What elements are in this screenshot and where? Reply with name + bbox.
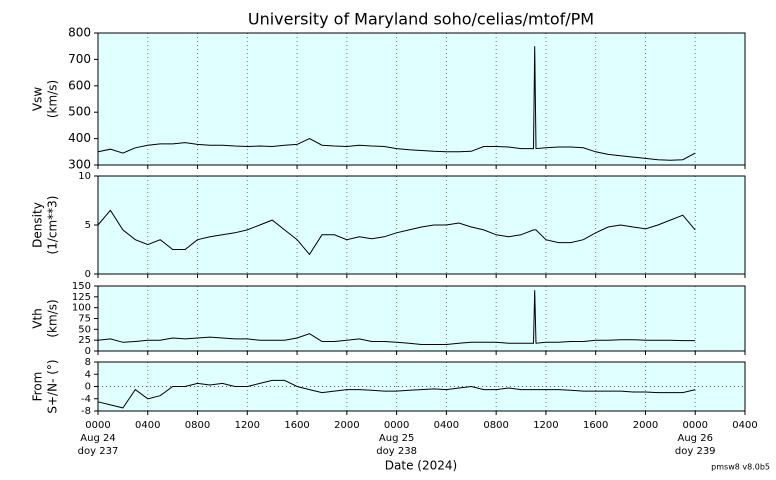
date-label: Aug 24 (80, 433, 115, 444)
x-tick-label: 2000 (334, 420, 359, 431)
y-axis-label: (km/s) (46, 80, 60, 118)
plot-frame (97, 175, 746, 275)
plot-background (98, 362, 745, 411)
date-label: doy 239 (675, 446, 716, 457)
x-tick-label: 1200 (533, 420, 558, 431)
date-label: doy 237 (78, 446, 119, 457)
x-tick-label: 0000 (683, 420, 708, 431)
y-tick-label: 700 (68, 52, 91, 66)
y-tick-label: 75 (78, 314, 91, 325)
y-tick-label: 300 (68, 158, 91, 172)
plot-background (98, 286, 745, 351)
x-tick-label: 0400 (732, 420, 757, 431)
x-tick-label: 0800 (483, 420, 508, 431)
chart-title: University of Maryland soho/celias/mtof/… (248, 10, 594, 29)
x-tick-label: 1600 (583, 420, 608, 431)
x-tick-label: 0000 (384, 420, 409, 431)
y-tick-label: 100 (72, 303, 91, 314)
plot-background (98, 33, 745, 165)
x-tick-label: 1200 (235, 420, 260, 431)
y-tick-label: 5 (85, 220, 91, 231)
data-line (97, 290, 696, 345)
x-tick-label: 2000 (633, 420, 658, 431)
y-axis-label: Density (31, 202, 45, 248)
y-tick-label: -4 (81, 394, 91, 405)
y-tick-label: 600 (68, 78, 91, 92)
y-tick-label: 800 (68, 26, 91, 40)
y-axis-label: From (31, 372, 45, 402)
x-tick-label: 0400 (434, 420, 459, 431)
data-line (97, 46, 696, 161)
y-axis-label: Vsw (31, 87, 45, 111)
y-tick-label: 4 (85, 369, 91, 380)
date-label: Aug 25 (379, 433, 414, 444)
y-tick-label: 0 (85, 346, 91, 357)
x-tick-label: 0800 (185, 420, 210, 431)
y-tick-label: 400 (68, 131, 91, 145)
data-line (97, 379, 696, 409)
x-tick-label: 0000 (85, 420, 110, 431)
plot-background (98, 176, 745, 274)
plot-frame (97, 32, 746, 166)
y-tick-label: -8 (81, 406, 91, 417)
y-tick-label: 125 (72, 292, 91, 303)
y-tick-label: 0 (85, 269, 91, 280)
y-axis-label: (km/s) (46, 299, 60, 337)
x-axis-label: Date (2024) (385, 459, 457, 473)
date-label: Aug 26 (678, 433, 713, 444)
y-tick-label: 8 (85, 357, 91, 368)
y-tick-label: 10 (78, 171, 91, 182)
x-tick-label: 0400 (135, 420, 160, 431)
y-tick-label: 50 (78, 324, 91, 335)
y-tick-label: 0 (85, 382, 91, 393)
version-note: pmsw8 v8.0b5 (711, 463, 770, 472)
y-axis-label: S+/N- (°) (46, 359, 60, 413)
y-tick-label: 150 (72, 281, 91, 292)
plot-frame (97, 285, 746, 352)
y-tick-label: 500 (68, 105, 91, 119)
data-line (97, 209, 696, 256)
y-axis-label: (1/cm**3) (46, 196, 60, 255)
x-tick-label: 1600 (284, 420, 309, 431)
y-tick-label: 25 (78, 335, 91, 346)
date-label: doy 238 (376, 446, 417, 457)
y-axis-label: Vth (31, 308, 45, 329)
plot-frame (97, 361, 746, 412)
